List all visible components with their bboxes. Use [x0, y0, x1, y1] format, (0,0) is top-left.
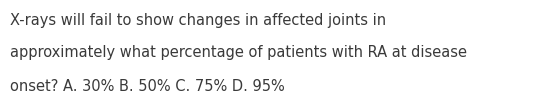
Text: onset? A. 30% B. 50% C. 75% D. 95%: onset? A. 30% B. 50% C. 75% D. 95% [10, 79, 285, 94]
Text: X-rays will fail to show changes in affected joints in: X-rays will fail to show changes in affe… [10, 14, 386, 28]
Text: approximately what percentage of patients with RA at disease: approximately what percentage of patient… [10, 45, 467, 60]
